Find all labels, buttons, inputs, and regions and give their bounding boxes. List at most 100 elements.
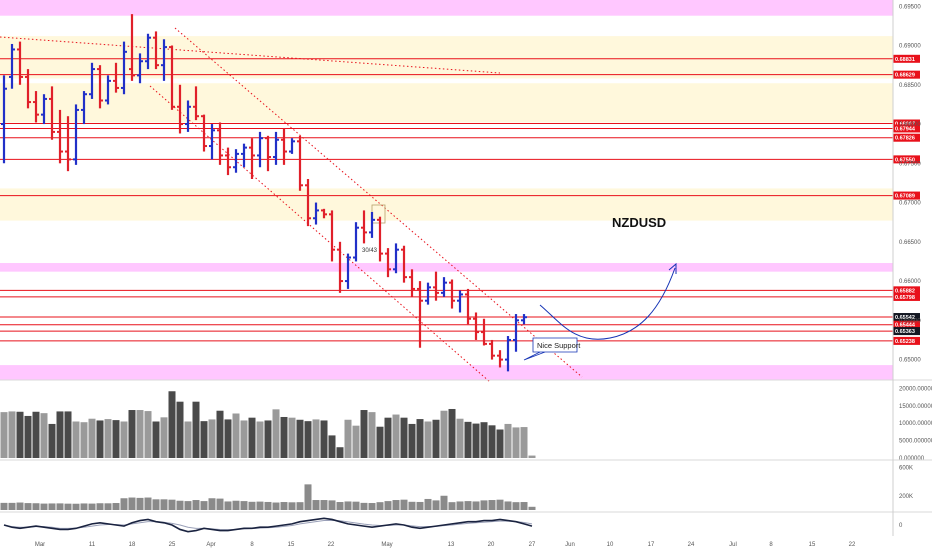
- volume-bar: [393, 415, 400, 458]
- volume2-bar: [105, 503, 112, 510]
- volume2-bar: [65, 504, 72, 510]
- price-axis-tick: 0.68000: [899, 122, 921, 128]
- volume-bar: [401, 418, 408, 458]
- volume-bar: [257, 422, 264, 459]
- volume-bar: [201, 421, 208, 458]
- volume-axis-tick: 15000.000000: [899, 404, 932, 410]
- volume2-bar: [153, 499, 160, 510]
- zone-0: [0, 0, 893, 16]
- volume2-bar: [41, 504, 48, 510]
- price-level-tag-text: 0.68629: [895, 73, 915, 79]
- volume-bar: [1, 412, 8, 458]
- volume2-bar: [113, 503, 120, 510]
- volume-bar: [449, 409, 456, 458]
- time-axis-tick: 22: [328, 542, 335, 548]
- zone-1: [0, 36, 893, 78]
- volume2-bar: [529, 507, 536, 510]
- time-axis-tick: 15: [809, 542, 816, 548]
- volume-bar: [465, 422, 472, 458]
- volume2-bar: [505, 501, 512, 510]
- volume2-bar: [257, 502, 264, 510]
- price-axis-tick: 0.69000: [899, 44, 921, 50]
- volume2-bar: [513, 502, 520, 510]
- volume-bar: [17, 412, 24, 458]
- price-axis-tick: 0.65000: [899, 358, 921, 364]
- volume-bar: [289, 418, 296, 458]
- volume-bar: [409, 424, 416, 458]
- price-axis-tick: 0.69500: [899, 4, 921, 10]
- volume2-bar: [481, 500, 488, 510]
- volume-bar: [169, 391, 176, 458]
- volume-bar: [137, 410, 144, 458]
- time-axis-tick: Mar: [35, 542, 45, 548]
- volume-bar: [25, 416, 32, 458]
- volume-bar: [33, 412, 40, 458]
- volume-bar: [337, 447, 344, 458]
- volume2-bar: [265, 502, 272, 510]
- time-axis-tick: Apr: [206, 542, 215, 548]
- volume-bar: [225, 419, 232, 458]
- volume-bar: [185, 422, 192, 459]
- volume-bar: [153, 422, 160, 459]
- zone-4: [0, 263, 893, 272]
- volume-bar: [473, 424, 480, 458]
- price-level-tag-text: 0.65363: [895, 329, 915, 335]
- volume-bar: [297, 420, 304, 458]
- volume2-bar: [313, 500, 320, 510]
- volume2-bar: [249, 502, 256, 510]
- volume-axis-tick: 5000.000000: [899, 439, 932, 445]
- volume-bar: [441, 411, 448, 458]
- volume-bar: [273, 409, 280, 458]
- volume-axis-tick: 20000.000000: [899, 386, 932, 392]
- price-level-tag-text: 0.65798: [895, 295, 915, 301]
- volume-bar: [369, 412, 376, 458]
- volume2-bar: [129, 498, 136, 510]
- volume-bar: [481, 422, 488, 458]
- volume2-bar: [25, 503, 32, 510]
- volume2-axis-tick: 600K: [899, 465, 913, 471]
- volume2-bar: [177, 501, 184, 510]
- volume2-bar: [425, 499, 432, 510]
- volume-bar: [145, 411, 152, 458]
- volume2-bar: [225, 501, 232, 510]
- bar-count-label: 30/43: [362, 248, 378, 254]
- volume-bar: [497, 429, 504, 458]
- volume2-bar: [377, 502, 384, 510]
- time-axis-tick: Jun: [565, 542, 575, 548]
- volume-bar: [89, 419, 96, 458]
- volume-bar: [305, 421, 312, 458]
- volume-bar: [161, 417, 168, 458]
- volume2-bar: [193, 500, 200, 510]
- time-axis-tick: 22: [849, 542, 856, 548]
- price-axis-tick: 0.67000: [899, 201, 921, 207]
- volume-bar: [241, 420, 248, 458]
- volume-bar: [81, 422, 88, 458]
- volume2-bar: [409, 502, 416, 510]
- volume-bar: [41, 413, 48, 458]
- volume-bar: [73, 422, 80, 459]
- volume2-bar: [89, 504, 96, 510]
- volume-bar: [193, 402, 200, 458]
- volume2-bar: [457, 501, 464, 510]
- zone-3: [0, 188, 893, 220]
- volume-bar: [425, 422, 432, 459]
- volume2-bar: [1, 503, 8, 510]
- time-axis-tick: 25: [169, 542, 176, 548]
- volume2-bar: [185, 501, 192, 510]
- volume2-bar: [49, 503, 56, 510]
- volume2-bar: [441, 496, 448, 510]
- price-level-tag-text: 0.67089: [895, 194, 915, 200]
- volume2-bar: [489, 500, 496, 510]
- volume2-bar: [209, 498, 216, 510]
- chart-title: NZDUSD: [612, 215, 666, 230]
- volume-bar: [489, 425, 496, 458]
- volume-bar: [209, 419, 216, 458]
- time-axis-tick: 18: [129, 542, 136, 548]
- volume2-bar: [473, 501, 480, 510]
- volume2-bar: [145, 498, 152, 510]
- volume2-bar: [161, 499, 168, 510]
- volume-bar: [121, 422, 128, 459]
- volume2-bar: [289, 502, 296, 510]
- time-axis-tick: 13: [448, 542, 455, 548]
